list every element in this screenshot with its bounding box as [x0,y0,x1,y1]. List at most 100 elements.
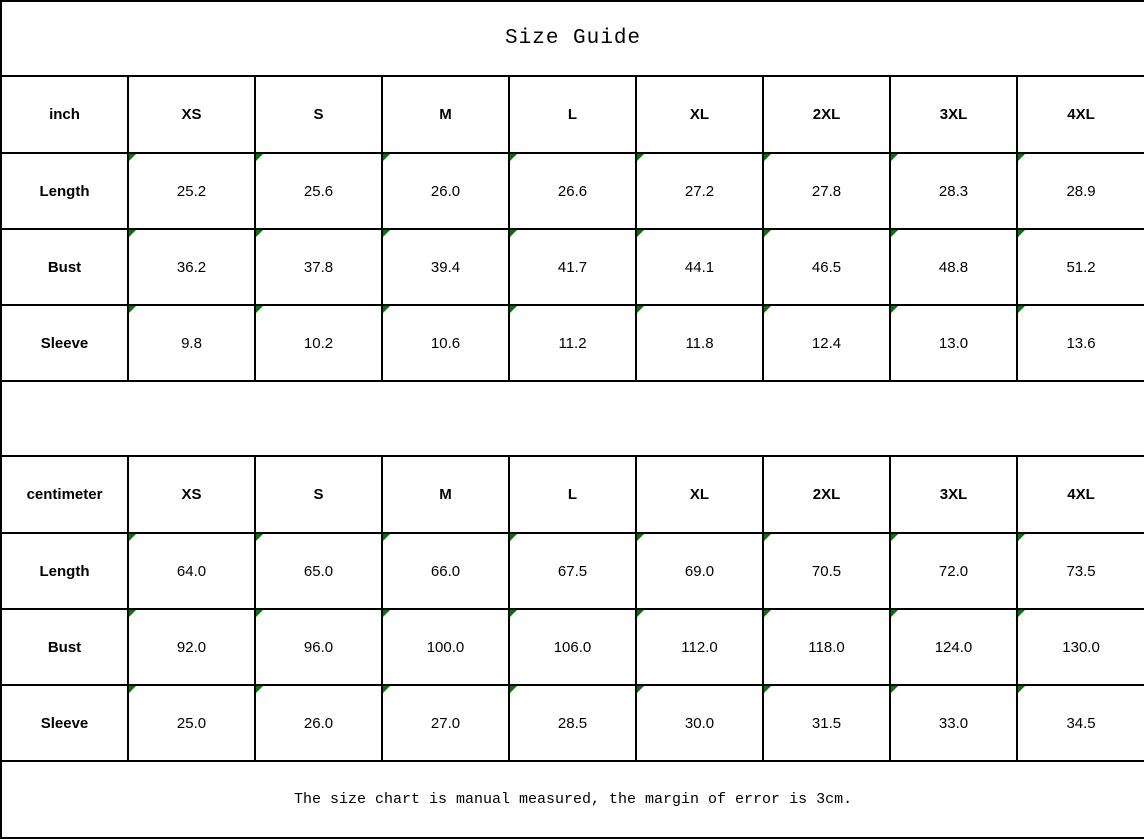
cell-value: 39.4 [430,258,461,276]
value-cell: 26.0 [254,684,383,762]
value-cell: 33.0 [889,684,1018,762]
value-cell: 92.0 [127,608,256,686]
size-column-header: S [254,455,383,534]
flag-triangle-icon [130,307,136,313]
flag-triangle-icon [1019,535,1025,541]
value-cell: 124.0 [889,608,1018,686]
flag-triangle-icon [765,611,771,617]
value-cell: 118.0 [762,608,891,686]
flag-triangle-icon [638,611,644,617]
footer-note: The size chart is manual measured, the m… [0,760,1144,839]
size-column-header: 3XL [889,75,1018,154]
value-cell: 10.6 [381,304,510,382]
value-cell: 10.2 [254,304,383,382]
flag-triangle-icon [892,231,898,237]
row-label: Bust [0,608,129,686]
value-cell: 26.0 [381,152,510,230]
flag-triangle-icon [511,155,517,161]
row-label: Length [0,532,129,610]
table-row: Bust 36.2 37.8 39.4 41.7 44.1 46.5 48.8 … [0,228,1144,306]
cell-value: 46.5 [811,258,842,276]
flag-triangle-icon [638,155,644,161]
size-column-header: XS [127,455,256,534]
flag-triangle-icon [257,307,263,313]
cell-value: 51.2 [1066,258,1096,276]
value-cell: 30.0 [635,684,764,762]
spacer-cell [0,380,1144,457]
flag-triangle-icon [638,535,644,541]
flag-triangle-icon [257,155,263,161]
cell-value: 12.4 [811,334,842,352]
value-cell: 130.0 [1015,608,1144,686]
cell-value: 48.8 [938,258,969,276]
value-cell: 13.6 [1015,304,1144,382]
cell-value: 28.3 [938,182,969,200]
table-row: Length 64.0 65.0 66.0 67.5 69.0 70.5 72.… [0,532,1144,610]
cell-value: 130.0 [1062,638,1100,656]
value-cell: 65.0 [254,532,383,610]
cell-value: 65.0 [303,562,334,580]
cell-value: 66.0 [430,562,461,580]
cell-value: 92.0 [176,638,207,656]
flag-triangle-icon [511,611,517,617]
value-cell: 44.1 [635,228,764,306]
flag-triangle-icon [257,231,263,237]
size-column-header: 3XL [889,455,1018,534]
cell-value: 36.2 [176,258,207,276]
cell-value: 31.5 [811,714,842,732]
flag-triangle-icon [384,231,390,237]
spacer-row [0,380,1144,457]
value-cell: 70.5 [762,532,891,610]
value-cell: 27.2 [635,152,764,230]
flag-triangle-icon [765,155,771,161]
value-cell: 26.6 [508,152,637,230]
table-row: Sleeve 9.8 10.2 10.6 11.2 11.8 12.4 13.0… [0,304,1144,382]
value-cell: 41.7 [508,228,637,306]
value-cell: 100.0 [381,608,510,686]
cell-value: 11.2 [558,334,587,352]
size-column-header: 4XL [1015,455,1144,534]
cell-value: 13.0 [938,334,969,352]
flag-triangle-icon [892,307,898,313]
cell-value: 70.5 [811,562,842,580]
flag-triangle-icon [130,535,136,541]
value-cell: 66.0 [381,532,510,610]
flag-triangle-icon [511,231,517,237]
flag-triangle-icon [511,687,517,693]
flag-triangle-icon [1019,307,1025,313]
flag-triangle-icon [384,307,390,313]
cell-value: 27.2 [684,182,715,200]
cell-value: 13.6 [1066,334,1096,352]
flag-triangle-icon [257,687,263,693]
flag-triangle-icon [1019,611,1025,617]
cell-value: 34.5 [1066,714,1096,732]
cell-value: 26.6 [557,182,588,200]
flag-triangle-icon [511,307,517,313]
table-row: Bust 92.0 96.0 100.0 106.0 112.0 118.0 1… [0,608,1144,686]
cell-value: 26.0 [430,182,461,200]
cell-value: 69.0 [684,562,715,580]
value-cell: 69.0 [635,532,764,610]
value-cell: 51.2 [1015,228,1144,306]
value-cell: 25.6 [254,152,383,230]
cell-value: 9.8 [181,334,202,352]
page-title: Size Guide [0,0,1144,77]
flag-triangle-icon [638,687,644,693]
flag-triangle-icon [130,231,136,237]
cell-value: 28.9 [1066,182,1096,200]
cell-value: 26.0 [303,714,334,732]
flag-triangle-icon [892,535,898,541]
cell-value: 27.0 [430,714,461,732]
flag-triangle-icon [638,231,644,237]
flag-triangle-icon [638,307,644,313]
value-cell: 96.0 [254,608,383,686]
size-column-header: L [508,75,637,154]
flag-triangle-icon [892,687,898,693]
value-cell: 28.9 [1015,152,1144,230]
value-cell: 73.5 [1015,532,1144,610]
cell-value: 10.2 [303,334,334,352]
value-cell: 11.2 [508,304,637,382]
value-cell: 67.5 [508,532,637,610]
